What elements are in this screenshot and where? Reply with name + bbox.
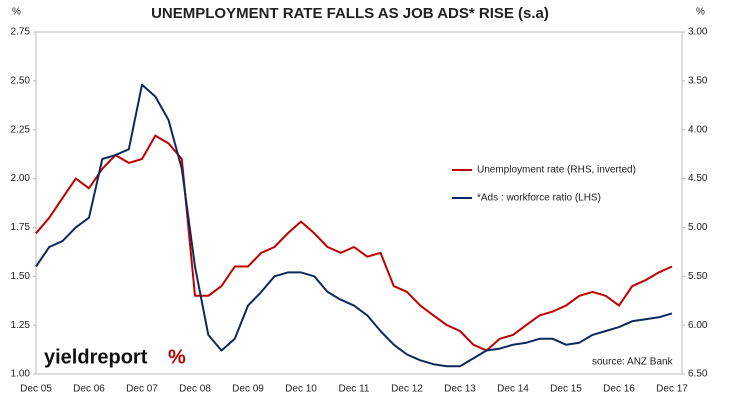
source: source: ANZ Bank (592, 357, 674, 368)
y2-tick-label: 6.50 (688, 369, 708, 380)
series-line (35, 83, 673, 368)
x-tick-label: Dec 14 (497, 384, 529, 395)
x-tick-label: Dec 11 (339, 384, 370, 395)
y-tick-label: 2.75 (11, 27, 31, 38)
logo-symbol: % (168, 346, 186, 368)
y2-tick-label: 4.50 (688, 173, 708, 184)
y-tick-label: 1.75 (11, 222, 31, 233)
y2-tick-label: 3.50 (688, 75, 708, 86)
y-tick-label: 1.00 (11, 369, 31, 380)
y2-tick-label: 6.00 (688, 320, 708, 331)
logo: yieldreport (44, 346, 148, 368)
x-tick-label: Dec 12 (391, 384, 423, 395)
y2-tick-label: 5.00 (688, 222, 708, 233)
y-tick-label: 2.50 (11, 75, 31, 86)
y-tick-label: 1.25 (11, 320, 31, 331)
x-tick-label: Dec 16 (603, 384, 635, 395)
y2-tick-label: 3.00 (688, 27, 708, 38)
y2-tick-label: 5.50 (688, 271, 708, 282)
x-tick-label: Dec 10 (285, 384, 317, 395)
y2-tick-label: 4.00 (688, 124, 708, 135)
x-tick-label: Dec 15 (550, 384, 582, 395)
y-unit: % (12, 7, 21, 18)
series-line (35, 134, 673, 352)
y-tick-label: 2.25 (11, 124, 31, 135)
x-tick-label: Dec 08 (179, 384, 211, 395)
x-tick-label: Dec 05 (20, 384, 52, 395)
y2-unit: % (696, 7, 705, 18)
x-tick-label: Dec 17 (656, 384, 688, 395)
y-tick-label: 2.00 (11, 173, 31, 184)
legend-label: *Ads : workforce ratio (LHS) (477, 193, 601, 204)
plot-frame (35, 31, 683, 375)
x-tick-label: Dec 06 (73, 384, 105, 395)
legend-label: Unemployment rate (RHS, inverted) (477, 165, 636, 176)
chart-title: UNEMPLOYMENT RATE FALLS AS JOB ADS* RISE… (151, 5, 549, 22)
x-tick-label: Dec 13 (444, 384, 476, 395)
y-tick-label: 1.50 (11, 271, 31, 282)
x-tick-label: Dec 07 (126, 384, 158, 395)
x-tick-label: Dec 09 (232, 384, 264, 395)
